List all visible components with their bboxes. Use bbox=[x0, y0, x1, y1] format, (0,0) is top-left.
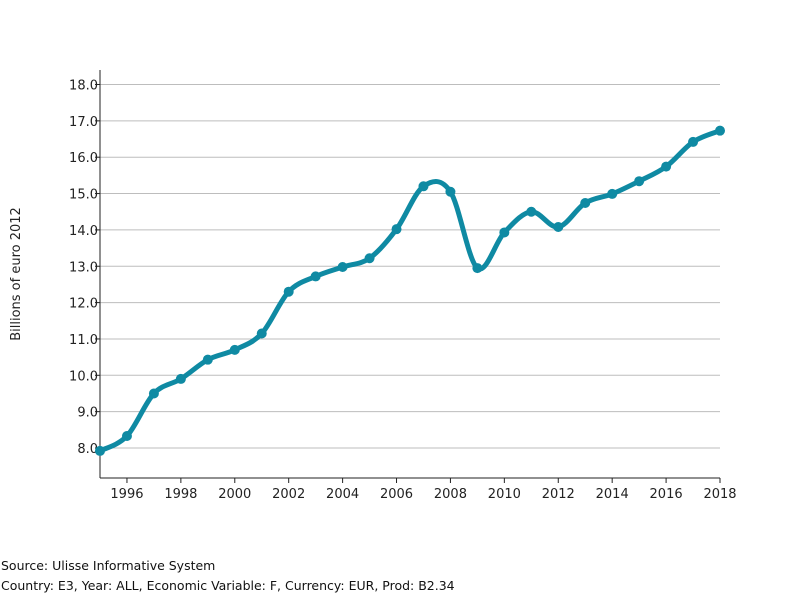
y-tick-label: 10.0 bbox=[69, 369, 98, 384]
x-tick-label: 2004 bbox=[326, 487, 359, 502]
x-tick-label: 2008 bbox=[434, 487, 467, 502]
y-tick-label: 14.0 bbox=[69, 224, 98, 239]
data-point-2009 bbox=[472, 263, 483, 274]
x-tick-label: 2006 bbox=[380, 487, 413, 502]
data-point-2002 bbox=[283, 286, 294, 297]
data-point-2007 bbox=[418, 181, 429, 192]
y-tick-label: 11.0 bbox=[69, 333, 98, 348]
data-point-2012 bbox=[553, 221, 564, 232]
data-point-1996 bbox=[121, 431, 132, 442]
y-tick-label: 18.0 bbox=[69, 79, 98, 94]
y-tick-label: 9.0 bbox=[77, 406, 98, 421]
data-point-1995 bbox=[95, 445, 105, 456]
data-point-2011 bbox=[526, 206, 537, 217]
y-tick-label: 13.0 bbox=[69, 260, 98, 275]
y-tick-label: 8.0 bbox=[77, 442, 98, 457]
data-point-2000 bbox=[229, 344, 240, 355]
source-note: Source: Ulisse Informative System bbox=[1, 558, 216, 573]
y-tick-label: 12.0 bbox=[69, 297, 98, 312]
x-tick-label: 2018 bbox=[703, 487, 736, 502]
y-axis-title: Billions of euro 2012 bbox=[9, 207, 24, 341]
x-tick-label: 2016 bbox=[650, 487, 683, 502]
y-tick-label: 16.0 bbox=[69, 151, 98, 166]
x-axis-ticks: 1996 1998 2000 2002 2004 2006 2008 2010 2012 2014… bbox=[110, 478, 737, 502]
y-axis-ticks: 8.0 9.0 10.0 11.0 12.0 13.0 14.0 15.0 16.0 17.0 18… bbox=[69, 79, 100, 457]
data-point-2008 bbox=[445, 186, 456, 197]
data-point-2018 bbox=[715, 125, 725, 136]
y-gridlines bbox=[100, 84, 720, 449]
data-point-2004 bbox=[337, 261, 348, 272]
x-tick-label: 2002 bbox=[272, 487, 305, 502]
data-point-2016 bbox=[661, 161, 672, 172]
data-point-1998 bbox=[175, 373, 186, 384]
series-points bbox=[95, 125, 725, 456]
x-tick-label: 2010 bbox=[488, 487, 521, 502]
data-point-2017 bbox=[688, 136, 699, 147]
data-point-2005 bbox=[364, 253, 375, 264]
x-tick-label: 2014 bbox=[596, 487, 629, 502]
data-point-1997 bbox=[148, 388, 159, 399]
series-line bbox=[97, 128, 723, 454]
y-tick-label: 17.0 bbox=[69, 115, 98, 130]
data-point-2015 bbox=[634, 176, 645, 187]
data-point-2014 bbox=[607, 188, 618, 199]
x-tick-label: 1998 bbox=[164, 487, 197, 502]
x-tick-label: 2000 bbox=[218, 487, 251, 502]
data-point-2001 bbox=[256, 328, 267, 339]
data-point-2013 bbox=[580, 198, 591, 209]
data-point-2006 bbox=[391, 224, 402, 235]
y-tick-label: 15.0 bbox=[69, 188, 98, 203]
x-tick-label: 1996 bbox=[110, 487, 143, 502]
details-note: Country: E3, Year: ALL, Economic Variabl… bbox=[1, 578, 455, 593]
x-tick-label: 2012 bbox=[542, 487, 575, 502]
data-point-2010 bbox=[499, 227, 510, 238]
data-point-2003 bbox=[310, 271, 321, 282]
data-point-1999 bbox=[202, 354, 213, 365]
